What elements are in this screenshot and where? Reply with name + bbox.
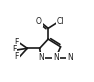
Text: N: N [67,53,73,62]
Text: N: N [53,53,59,62]
Text: F: F [12,45,16,54]
Text: O: O [36,17,42,26]
Text: Cl: Cl [57,17,64,26]
Text: F: F [14,52,19,61]
Text: F: F [14,38,19,47]
Text: N: N [38,53,44,62]
